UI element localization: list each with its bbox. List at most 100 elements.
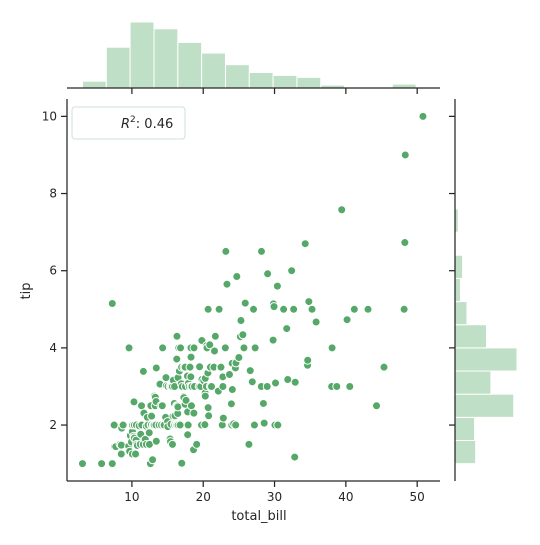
y-hist-bar: [454, 254, 464, 279]
scatter-point: [206, 381, 216, 391]
scatter-point: [234, 353, 244, 363]
marginal-x-histogram: [67, 21, 440, 94]
legend-label-value: : 0.46: [136, 117, 173, 132]
y-hist-bar: [454, 347, 518, 372]
scatter-point: [238, 330, 248, 340]
scatter-point: [216, 362, 226, 372]
scatter-point: [181, 395, 191, 405]
x-hist-bar: [201, 52, 226, 89]
scatter-point: [290, 377, 300, 387]
scatter-point: [147, 411, 157, 421]
scatter-point: [273, 420, 283, 430]
scatter-point: [118, 420, 128, 430]
scatter-point: [151, 436, 161, 446]
scatter-point: [332, 381, 342, 391]
scatter-point: [300, 239, 310, 249]
scatter-point: [290, 452, 300, 462]
scatter-point: [167, 439, 177, 449]
x-tick-label: 20: [196, 490, 211, 504]
scatter-point: [116, 440, 126, 450]
scatter-point: [218, 413, 228, 423]
x-hist-bar: [272, 74, 298, 89]
x-hist-bar: [153, 28, 179, 89]
scatter-point: [372, 401, 382, 411]
scatter-point: [186, 401, 196, 411]
scatter-point: [221, 246, 231, 256]
scatter-point: [107, 299, 117, 309]
y-hist-bar: [454, 277, 461, 303]
scatter-point: [158, 343, 168, 353]
x-tick-label: 30: [267, 490, 282, 504]
scatter-point: [131, 449, 141, 459]
x-tick-label: 10: [124, 490, 139, 504]
scatter-points: [77, 111, 428, 469]
scatter-point: [240, 298, 250, 308]
scatter-point: [263, 269, 273, 279]
scatter-point: [289, 304, 299, 314]
scatter-point: [222, 279, 232, 289]
scatter-point: [124, 343, 134, 353]
scatter-point: [271, 378, 281, 388]
scatter-point: [203, 304, 213, 314]
scatter-point: [186, 372, 196, 382]
marginal-y-histogram: [449, 99, 518, 481]
scatter-point: [205, 340, 215, 350]
y-axis-title: tip: [19, 283, 34, 300]
scatter-point: [231, 420, 241, 430]
y-hist-bar: [454, 416, 476, 441]
scatter-point: [249, 304, 258, 314]
legend: R2: 0.46: [71, 106, 186, 140]
scatter-point: [214, 304, 224, 314]
scatter-point: [209, 346, 219, 356]
scatter-point: [157, 401, 167, 411]
scatter-point: [186, 352, 196, 362]
scatter-point: [249, 420, 259, 430]
x-hist-bar: [224, 64, 250, 89]
scatter-point: [224, 370, 234, 380]
scatter-point: [183, 430, 193, 440]
scatter-point: [109, 420, 119, 430]
legend-label: R2: 0.46: [121, 115, 173, 132]
scatter-point: [116, 449, 126, 459]
main-axes: 10 20 30 40 50 2 4 6 8 10: [42, 99, 440, 504]
y-hist-bar: [454, 370, 492, 395]
scatter-point: [77, 459, 87, 469]
scatter-point: [269, 302, 279, 312]
y-tick-label: 6: [49, 264, 57, 278]
x-hist-bar: [248, 71, 274, 89]
scatter-point: [256, 246, 266, 256]
scatter-point: [172, 331, 182, 341]
scatter-point: [379, 362, 389, 372]
scatter-point: [203, 403, 213, 413]
scatter-point: [192, 439, 202, 449]
x-hist-bar: [81, 80, 107, 89]
scatter-point: [185, 362, 195, 372]
scatter-point: [210, 331, 220, 341]
scatter-point: [303, 355, 313, 365]
scatter-point: [107, 459, 117, 469]
scatter-point: [138, 366, 148, 376]
scatter-point: [287, 266, 297, 276]
scatter-point: [250, 343, 260, 353]
scatter-point: [337, 205, 347, 215]
legend-label-sup: 2: [130, 115, 136, 125]
scatter-point: [144, 428, 154, 438]
scatter-point: [259, 418, 269, 428]
scatter-point: [418, 111, 428, 121]
scatter-point: [307, 304, 317, 314]
scatter-point: [304, 297, 314, 307]
scatter-point: [176, 343, 186, 353]
scatter-point: [268, 335, 278, 345]
scatter-point: [183, 420, 193, 430]
scatter-point: [282, 324, 292, 334]
scatter-point: [227, 385, 237, 395]
scatter-point: [400, 150, 410, 160]
legend-label-base: R: [121, 117, 130, 132]
scatter-point: [200, 391, 210, 401]
scatter-point: [262, 381, 272, 391]
scatter-point: [189, 343, 199, 353]
scatter-point: [177, 458, 187, 468]
y-tick-label: 10: [42, 109, 57, 123]
legend-frame: [71, 106, 186, 140]
scatter-point: [232, 271, 242, 281]
